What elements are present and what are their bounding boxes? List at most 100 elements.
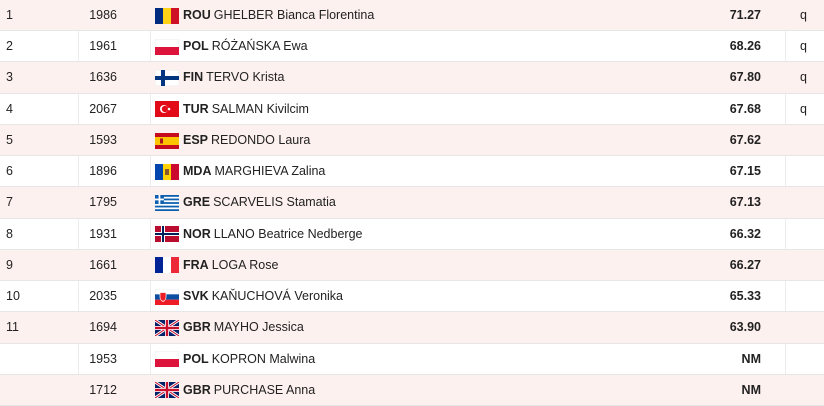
rank: 5	[6, 132, 13, 147]
bib-number: 1986	[89, 8, 117, 22]
flag	[155, 320, 179, 336]
country-code: ROU	[183, 8, 211, 22]
flag	[155, 351, 179, 367]
bib-number: 1661	[89, 257, 117, 272]
qualification: q	[800, 8, 807, 22]
result-row: 1 1986 ROU GHELBER Bianca Florentina 71.27 q	[0, 0, 824, 32]
rank: 11	[6, 320, 19, 335]
result-row: 10 2035 SVK KAŇUCHOVÁ Veronika 65.33	[0, 281, 824, 313]
result-row: 2 1961 POL RÓŻAŃSKA Ewa 68.26 q	[0, 31, 824, 63]
flag	[155, 101, 179, 117]
result: 68.26	[729, 39, 761, 54]
athlete: GBR PURCHASE Anna	[183, 375, 315, 406]
bib-number: 1795	[89, 195, 117, 210]
qualification: q	[800, 70, 807, 85]
flag	[155, 133, 179, 149]
country-code: NOR	[183, 226, 211, 241]
country-code: ESP	[183, 132, 209, 147]
bib-number: 1931	[89, 226, 117, 241]
country-code: GRE	[183, 195, 211, 210]
athlete: ESP REDONDO Laura	[183, 125, 310, 156]
flag	[155, 39, 179, 55]
rank: 10	[6, 289, 20, 304]
result-row: 8 1931 NOR LLANO Beatrice Nedberge 66.32	[0, 219, 824, 250]
athlete: MDA MARGHIEVA Zalina	[183, 156, 325, 187]
rank: 6	[6, 164, 13, 179]
result: NM	[741, 351, 761, 366]
result: 71.27	[729, 8, 761, 22]
result-row: 3 1636 FIN TERVO Krista 67.80 q	[0, 62, 824, 94]
result: 67.80	[729, 70, 761, 85]
athlete: POL KOPRON Malwina	[183, 344, 315, 375]
result: 65.33	[729, 289, 761, 304]
athlete-name: PURCHASE Anna	[213, 382, 316, 397]
athlete: ROU GHELBER Bianca Florentina	[183, 0, 374, 31]
result: 67.62	[729, 132, 761, 147]
country-code: FRA	[183, 257, 209, 272]
country-code: SVK	[183, 289, 209, 304]
flag	[155, 382, 179, 398]
athlete: TUR SALMAN Kivilcim	[183, 94, 309, 125]
flag	[155, 164, 179, 180]
flag	[155, 226, 179, 242]
athlete-name: KOPRON Malwina	[211, 351, 316, 366]
qualification: q	[800, 39, 807, 54]
athlete: SVK KAŇUCHOVÁ Veronika	[183, 281, 343, 312]
bib-number: 2035	[89, 289, 117, 304]
rank: 7	[6, 195, 13, 210]
result: 63.90	[729, 320, 761, 335]
rank: 1	[6, 8, 13, 22]
result: NM	[741, 382, 761, 397]
result: 66.27	[729, 257, 761, 272]
flag	[155, 195, 179, 211]
bib-number: 1636	[89, 70, 117, 85]
bib-number: 1961	[89, 39, 117, 54]
result-row: 7 1795 GRE SCARVELIS Stamatia 67.13	[0, 187, 824, 219]
athlete-name: TERVO Krista	[206, 70, 285, 85]
athlete-name: GHELBER Bianca Florentina	[213, 8, 375, 22]
bib-number: 1593	[89, 132, 117, 147]
athlete-name: RÓŻAŃSKA Ewa	[211, 39, 308, 54]
country-code: GBR	[183, 382, 211, 397]
athlete-name: MAYHO Jessica	[213, 320, 304, 335]
rank: 8	[6, 226, 13, 241]
result-row: 4 2067 TUR SALMAN Kivilcim 67.68 q	[0, 94, 824, 125]
bib-number: 1694	[89, 320, 117, 335]
result: 67.68	[729, 101, 761, 116]
country-code: POL	[183, 351, 209, 366]
qualification: q	[800, 101, 807, 116]
athlete: GRE SCARVELIS Stamatia	[183, 187, 336, 218]
result-row: 6 1896 MDA MARGHIEVA Zalina 67.15	[0, 156, 824, 188]
result-row: 5 1593 ESP REDONDO Laura 67.62	[0, 124, 824, 157]
athlete-name: SALMAN Kivilcim	[211, 101, 309, 116]
result: 67.13	[729, 195, 761, 210]
country-code: FIN	[183, 70, 204, 85]
flag	[155, 70, 179, 86]
rank: 2	[6, 39, 13, 54]
flag	[155, 257, 179, 273]
result-row: 9 1661 FRA LOGA Rose 66.27	[0, 249, 824, 282]
athlete: NOR LLANO Beatrice Nedberge	[183, 219, 362, 250]
result-row: 1953 POL KOPRON Malwina NM	[0, 344, 824, 375]
flag	[155, 289, 179, 305]
athlete: GBR MAYHO Jessica	[183, 312, 304, 343]
athlete: FIN TERVO Krista	[183, 62, 284, 93]
result-row: 11 1694 GBR MAYHO Jessica 63.90	[0, 312, 824, 344]
result: 67.15	[729, 164, 761, 179]
country-code: GBR	[183, 320, 211, 335]
flag	[155, 8, 179, 24]
country-code: TUR	[183, 101, 209, 116]
country-code: POL	[183, 39, 209, 54]
athlete-name: REDONDO Laura	[211, 132, 311, 147]
athlete: FRA LOGA Rose	[183, 250, 278, 281]
rank: 9	[6, 257, 13, 272]
bib-number: 2067	[89, 101, 117, 116]
bib-number: 1953	[89, 351, 117, 366]
athlete-name: SCARVELIS Stamatia	[213, 195, 336, 210]
rank: 4	[6, 101, 13, 116]
bib-number: 1712	[89, 382, 117, 397]
athlete-name: LLANO Beatrice Nedberge	[213, 226, 363, 241]
result: 66.32	[729, 226, 761, 241]
country-code: MDA	[183, 164, 212, 179]
